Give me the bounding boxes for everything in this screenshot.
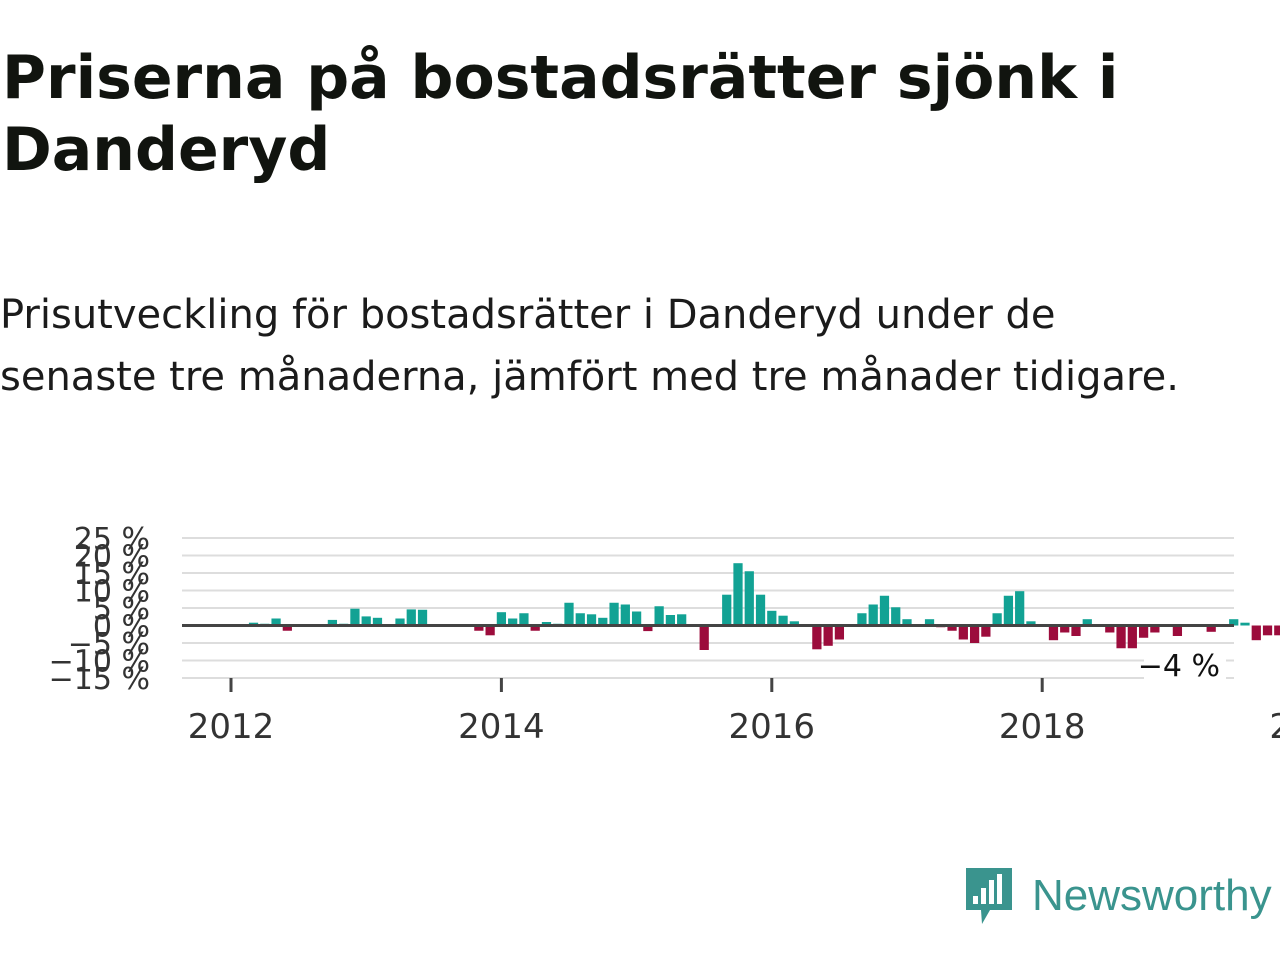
y-tick-label: −10 % [49, 645, 150, 680]
bar [519, 613, 529, 626]
bar [1274, 625, 1280, 636]
bar [1026, 621, 1036, 626]
bar [654, 606, 664, 626]
bar [958, 625, 968, 640]
bar [665, 615, 676, 626]
bar [417, 609, 428, 626]
last-value-annotation: −4 % [1138, 648, 1226, 684]
bar [1251, 625, 1261, 641]
newsworthy-logo: Newsworthy [964, 864, 1272, 928]
bar [1048, 625, 1059, 641]
x-tick-label: 2016 [729, 707, 816, 747]
x-tick-label: 2018 [999, 707, 1086, 747]
bar [699, 625, 709, 650]
y-axis-labels: 25 %20 %15 %10 %5 %0 %−5 %−10 %−15 % [49, 522, 150, 697]
bar [812, 625, 822, 650]
bar [620, 604, 630, 626]
x-tick-label: 2014 [458, 707, 545, 747]
bar [474, 625, 484, 631]
annotation-background [1144, 648, 1226, 684]
bar [1150, 625, 1160, 633]
bar [677, 614, 687, 626]
bar [1127, 625, 1137, 649]
y-tick-label: −15 % [49, 662, 150, 697]
bar [1116, 625, 1126, 649]
bar [789, 621, 799, 626]
bar [1003, 595, 1014, 626]
bar [1262, 625, 1273, 636]
x-tick-label: 2012 [188, 707, 275, 747]
bar [575, 613, 585, 626]
bar [879, 595, 890, 626]
bar [609, 602, 619, 626]
bar [981, 625, 991, 637]
y-tick-label: 0 % [93, 610, 150, 645]
bar [643, 625, 653, 632]
bar [1206, 625, 1216, 632]
x-tick-label: 2020 [1269, 707, 1280, 747]
bar [947, 625, 957, 631]
bar [1229, 619, 1239, 626]
bar [271, 618, 281, 626]
gridlines [182, 537, 1234, 679]
bar [857, 613, 867, 626]
bar [733, 563, 743, 626]
bar [868, 604, 878, 626]
bar [767, 610, 777, 626]
newsworthy-logo-icon [966, 868, 1012, 924]
bar [744, 571, 754, 626]
y-tick-label: 5 % [93, 592, 150, 627]
bar [564, 602, 574, 626]
bar [823, 625, 833, 646]
bar [1082, 619, 1092, 626]
bar [1138, 625, 1149, 638]
bar [406, 609, 416, 626]
bar [372, 617, 383, 626]
bar [1060, 625, 1070, 633]
y-tick-label: −5 % [68, 627, 150, 662]
y-tick-label: 25 % [74, 522, 150, 557]
bar [496, 612, 507, 626]
bar [485, 625, 495, 636]
y-tick-label: 20 % [74, 540, 150, 575]
bar [586, 614, 597, 626]
brand-name: Newsworthy [1032, 871, 1272, 920]
bar [1240, 622, 1250, 626]
bar [1105, 625, 1115, 633]
bar [755, 594, 766, 626]
bar [924, 619, 935, 626]
bar [327, 619, 338, 626]
bar [891, 607, 901, 626]
bar [598, 617, 608, 626]
bar [361, 616, 371, 626]
bar [1172, 625, 1183, 636]
bar [969, 625, 980, 643]
bar [1015, 591, 1025, 626]
bar [282, 625, 292, 631]
bars [248, 563, 1280, 650]
bar [778, 615, 788, 626]
bar [992, 613, 1002, 626]
bar [508, 618, 518, 626]
bar [722, 594, 732, 626]
bar [395, 618, 405, 626]
y-tick-label: 10 % [74, 575, 150, 610]
bar [902, 619, 912, 626]
y-tick-label: 15 % [74, 557, 150, 592]
annotation-label: −4 % [1138, 649, 1220, 684]
bar [1071, 625, 1081, 636]
chart-subtitle: Prisutveckling för bostadsrätter i Dande… [0, 292, 1179, 400]
bar [631, 611, 642, 626]
bar [350, 608, 360, 626]
bar-chart: 25 %20 %15 %10 %5 %0 %−5 %−10 %−15 % 201… [49, 522, 1280, 747]
chart-title: Priserna på bostadsrätter sjönk i Dander… [2, 43, 1119, 185]
bar [530, 625, 540, 631]
bar [541, 622, 552, 626]
x-axis: 20122014201620182020202220242026 [188, 678, 1280, 747]
bar [834, 625, 845, 640]
